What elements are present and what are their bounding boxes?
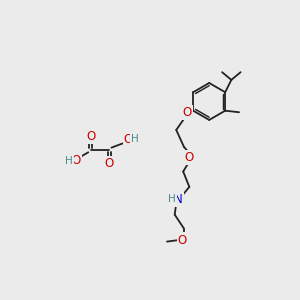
Text: O: O bbox=[104, 157, 114, 170]
Text: H: H bbox=[131, 134, 139, 144]
Text: O: O bbox=[185, 151, 194, 164]
Text: H: H bbox=[168, 194, 176, 204]
Text: O: O bbox=[178, 233, 187, 247]
Text: O: O bbox=[182, 106, 192, 119]
Text: O: O bbox=[71, 154, 81, 167]
Text: O: O bbox=[124, 133, 133, 146]
Text: H: H bbox=[65, 156, 73, 166]
Text: N: N bbox=[174, 193, 183, 206]
Text: O: O bbox=[86, 130, 95, 142]
